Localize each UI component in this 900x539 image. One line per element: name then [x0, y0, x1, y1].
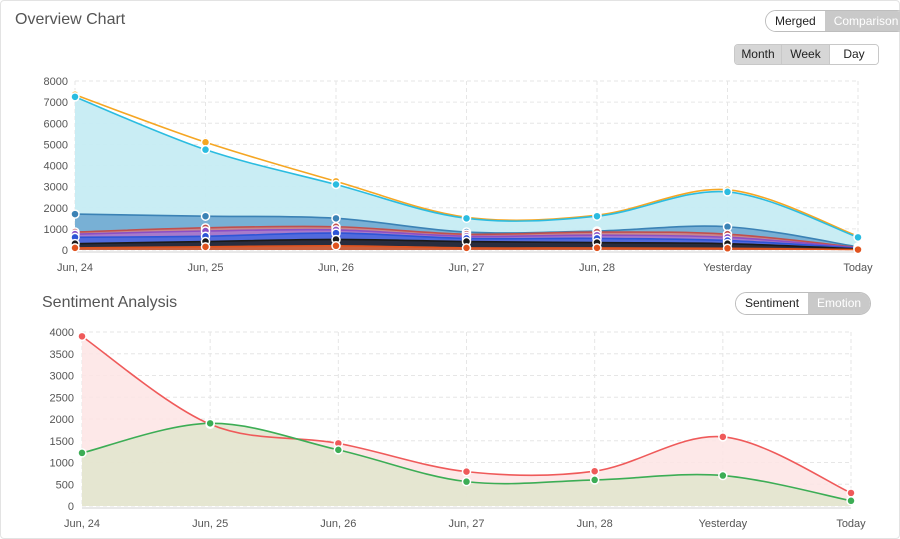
sentiment-toggle-option[interactable]: Sentiment [736, 293, 809, 314]
overview-series-1-point [200, 144, 211, 155]
sentiment-y-tick-label: 2500 [50, 392, 74, 404]
overview-y-tick-label: 4000 [44, 161, 68, 173]
overview-series-7-point [853, 244, 863, 255]
overview-series-1-point [592, 211, 602, 221]
overview-series-7-point [331, 241, 341, 251]
sentiment-series-0-point [77, 331, 87, 342]
overview-x-tick-label: Jun, 25 [187, 262, 223, 274]
overview-y-tick-label: 3000 [44, 182, 68, 194]
sentiment-series-1-point [77, 448, 87, 458]
sentiment-x-tick-label: Today [836, 518, 866, 530]
overview-series-1-point [461, 213, 472, 224]
comparison-toggle-option[interactable]: Comparison [824, 11, 900, 31]
overview-y-tick-label: 1000 [44, 224, 68, 236]
sentiment-x-tick-label: Jun, 27 [448, 518, 484, 530]
sentiment-y-tick-label: 500 [56, 479, 74, 491]
sentiment-mode-toggle[interactable]: Sentiment Emotion [735, 292, 872, 315]
sentiment-series-1-point [846, 496, 856, 506]
overview-series-7-point [70, 243, 80, 253]
overview-y-tick-label: 2000 [44, 203, 68, 215]
overview-x-tick-label: Jun, 28 [579, 262, 615, 274]
overview-y-tick-label: 6000 [44, 118, 68, 130]
overview-series-1-point [722, 187, 733, 197]
day-range-button[interactable]: Day [829, 45, 878, 64]
overview-series-1-point [853, 232, 863, 243]
sentiment-series-0-point [718, 432, 728, 442]
overview-x-tick-label: Today [843, 262, 873, 274]
sentiment-analysis-title: Sentiment Analysis [42, 294, 178, 311]
overview-y-tick-label: 5000 [44, 139, 68, 151]
overview-x-tick-label: Jun, 24 [57, 262, 93, 274]
overview-y-tick-label: 8000 [44, 76, 68, 88]
overview-chart-title: Overview Chart [15, 11, 126, 28]
overview-y-tick-label: 0 [62, 245, 68, 257]
sentiment-y-tick-label: 0 [68, 501, 74, 513]
overview-x-tick-label: Yesterday [703, 262, 752, 274]
sentiment-series-1-point [461, 476, 472, 487]
sentiment-series-1-point [589, 475, 600, 485]
sentiment-x-tick-label: Yesterday [699, 518, 748, 530]
overview-series-2-point [70, 209, 80, 219]
sentiment-x-tick-label: Jun, 25 [192, 518, 228, 530]
sentiment-series-1-point [205, 418, 215, 429]
overview-series-7-point [722, 243, 733, 254]
overview-series-2-point [200, 211, 211, 221]
overview-chart: 0 1000 2000 3000 4000 5000 6000 7000 8000 Jun, 24… [44, 76, 874, 274]
sentiment-series-0-point [846, 488, 856, 498]
overview-series-1-point [70, 92, 80, 102]
sentiment-x-tick-label: Jun, 24 [64, 518, 100, 530]
sentiment-x-tick-label: Jun, 28 [577, 518, 613, 530]
overview-series-7-point [461, 243, 472, 253]
sentiment-x-tick-label: Jun, 26 [320, 518, 356, 530]
overview-x-tick-label: Jun, 27 [448, 262, 484, 274]
week-range-button[interactable]: Week [781, 45, 829, 64]
overview-x-tick-label: Jun, 26 [318, 262, 354, 274]
month-range-button[interactable]: Month [735, 45, 781, 64]
sentiment-series-1-point [333, 445, 344, 455]
sentiment-y-tick-label: 4000 [50, 327, 74, 339]
sentiment-chart: 0 500 1000 1500 2000 2500 3000 3500 4000 Jun, 24 J… [50, 327, 867, 530]
time-range-selector[interactable]: Month Week Day [734, 44, 879, 65]
sentiment-y-tick-label: 3000 [50, 371, 74, 383]
sentiment-y-tick-label: 3500 [50, 349, 74, 361]
overview-series-7-point [200, 242, 211, 252]
sentiment-y-tick-label: 2000 [50, 414, 74, 426]
sentiment-series-0-point [461, 466, 472, 477]
sentiment-series-1-area [82, 423, 851, 506]
overview-series-1-area [75, 96, 858, 250]
overview-series-7-point [592, 243, 602, 253]
sentiment-series-0-point [589, 466, 600, 476]
merged-toggle-option[interactable]: Merged [766, 11, 825, 31]
sentiment-series-1-point [718, 470, 728, 481]
sentiment-y-tick-label: 1500 [50, 436, 74, 448]
sentiment-y-tick-label: 1000 [50, 458, 74, 470]
overview-series-1-point [331, 179, 341, 190]
emotion-toggle-option[interactable]: Emotion [808, 293, 871, 314]
overview-y-tick-label: 7000 [44, 97, 68, 109]
overview-mode-toggle[interactable]: Merged Comparison [765, 10, 900, 32]
overview-series-2-point [331, 213, 341, 224]
